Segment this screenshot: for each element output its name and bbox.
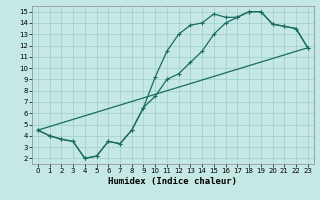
X-axis label: Humidex (Indice chaleur): Humidex (Indice chaleur) (108, 177, 237, 186)
